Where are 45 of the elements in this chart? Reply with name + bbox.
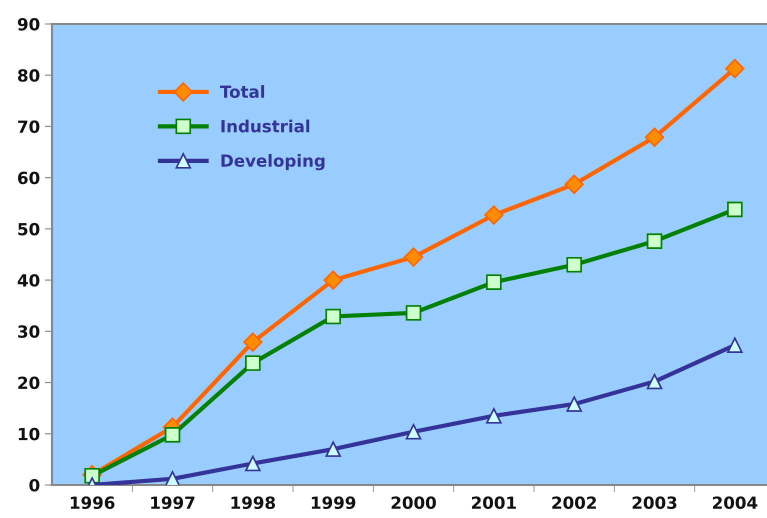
x-tick-label: 1996 bbox=[70, 496, 114, 510]
y-tick-label: 0 bbox=[29, 478, 40, 492]
x-tick-label: 2004 bbox=[712, 496, 758, 510]
point bbox=[243, 332, 263, 352]
legend-label: Developing bbox=[221, 154, 324, 170]
point bbox=[324, 270, 343, 290]
point bbox=[727, 337, 743, 353]
point bbox=[164, 427, 180, 443]
point bbox=[725, 58, 745, 78]
x-tick-label: 1999 bbox=[312, 496, 356, 510]
point bbox=[406, 305, 422, 321]
y-tick-label: 80 bbox=[18, 69, 40, 82]
y-tick-label: 50 bbox=[18, 222, 40, 236]
point bbox=[646, 233, 662, 249]
point bbox=[646, 374, 662, 390]
x-tick-label: 2003 bbox=[632, 496, 676, 510]
y-tick-label: 10 bbox=[18, 428, 40, 440]
x-tick-label: 1998 bbox=[232, 496, 276, 510]
point bbox=[644, 128, 664, 147]
point bbox=[486, 274, 502, 290]
legend-label: Industrial bbox=[221, 120, 310, 132]
point bbox=[727, 202, 743, 218]
x-tick-label: 1997 bbox=[151, 496, 194, 510]
point bbox=[566, 396, 582, 412]
x-tick-label: 2002 bbox=[552, 496, 596, 510]
y-tick-label: 60 bbox=[18, 172, 40, 184]
y-tick-label: 30 bbox=[18, 325, 40, 338]
y-tick-label: 20 bbox=[18, 376, 40, 390]
legend-label: Total bbox=[220, 85, 264, 98]
y-tick-label: 40 bbox=[18, 274, 40, 287]
point bbox=[245, 456, 261, 472]
point bbox=[325, 308, 341, 324]
point bbox=[566, 256, 582, 273]
point bbox=[484, 205, 504, 225]
point bbox=[245, 355, 261, 371]
point bbox=[325, 441, 341, 457]
point bbox=[164, 471, 180, 485]
point bbox=[404, 247, 424, 267]
x-tick-label: 2000 bbox=[392, 496, 436, 510]
point bbox=[406, 424, 422, 440]
point bbox=[564, 174, 584, 194]
y-tick-label: 70 bbox=[18, 120, 40, 134]
point bbox=[486, 408, 502, 424]
x-tick-label: 2001 bbox=[472, 496, 516, 510]
y-tick-label: 90 bbox=[18, 18, 40, 31]
